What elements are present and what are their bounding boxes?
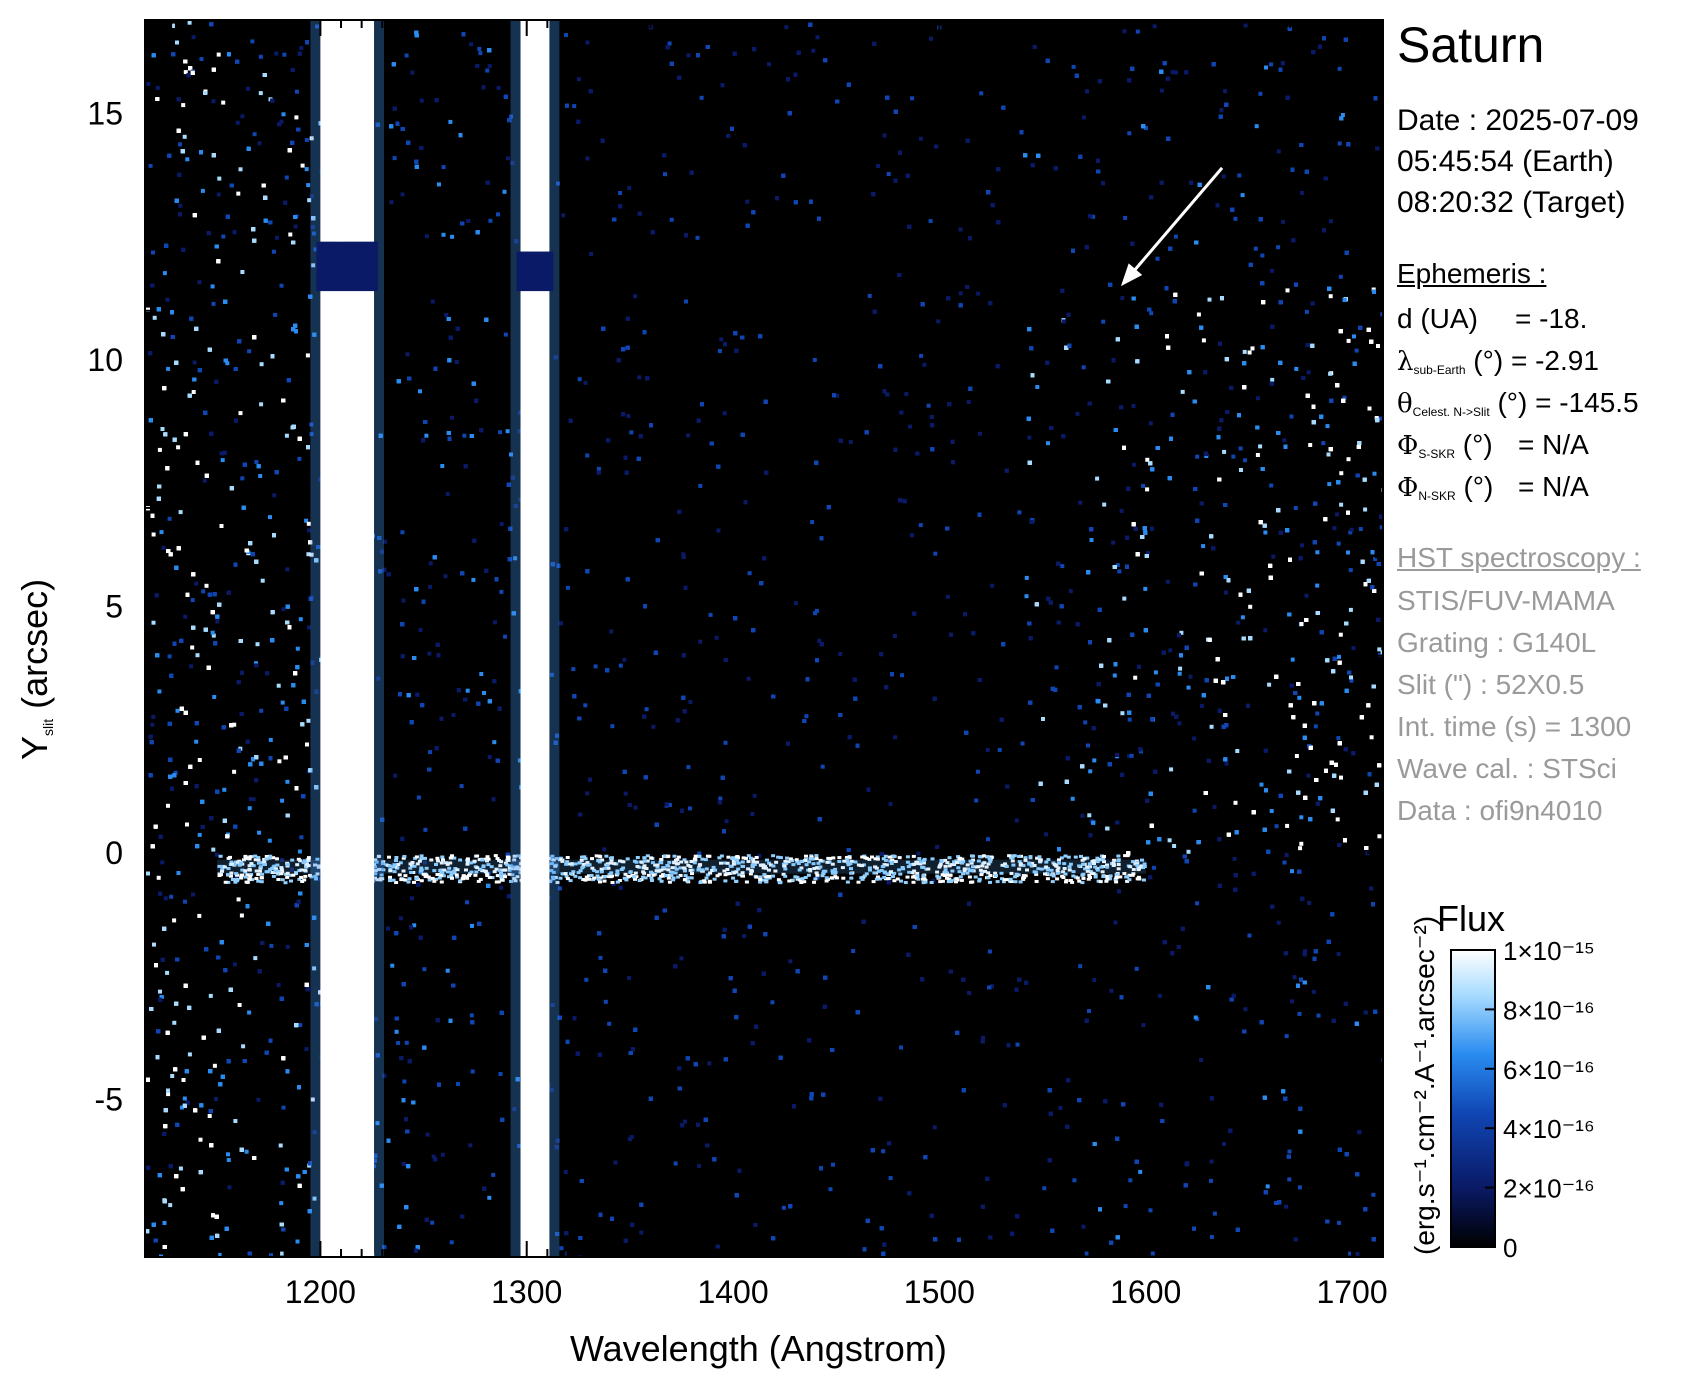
y-tick-label: 0 — [105, 835, 123, 871]
x-tick-label: 1700 — [1316, 1274, 1387, 1310]
target-time: 08:20:32 (Target) — [1397, 186, 1626, 219]
colorbar-tick-label: 0 — [1503, 1233, 1517, 1263]
x-tick-label: 1200 — [285, 1274, 356, 1310]
distance-label: d (UA) — [1397, 303, 1478, 334]
hst-header: HST spectroscopy : — [1397, 542, 1641, 573]
ephemeris-distance: d (UA) = -18. — [1397, 303, 1587, 335]
lambda-value: = -2.91 — [1510, 345, 1599, 376]
colorbar-title: Flux — [1437, 898, 1506, 939]
colorbar-units: (erg.s⁻¹.cm⁻².A⁻¹.arcsec⁻²) — [1409, 915, 1440, 1255]
x-tick-label: 1300 — [491, 1274, 562, 1310]
arrow-head — [1120, 263, 1143, 287]
colorbar-tick-label: 6×10⁻¹⁶ — [1503, 1055, 1595, 1085]
phi-n-sub: N-SKR — [1418, 489, 1456, 503]
phi-s-symbol: Φ — [1397, 431, 1419, 461]
y-axis-label-units: (arcsec) — [14, 578, 55, 709]
slit: Slit (") : 52X0.5 — [1397, 669, 1585, 700]
ephemeris-phi-n: ΦN-SKR (°) = N/A — [1397, 471, 1589, 503]
wave-calibration: Wave cal. : STSci — [1397, 753, 1617, 784]
y-tick-label: 15 — [87, 96, 123, 132]
theta-value: = -145.5 — [1535, 387, 1639, 418]
plot-frame — [144, 19, 1384, 1258]
phi-n-value: = N/A — [1518, 471, 1589, 502]
y-axis-label-sub: slit — [40, 718, 56, 736]
arrow-annotation — [1120, 166, 1224, 287]
lambda-symbol: λ — [1397, 347, 1414, 377]
spectral-features — [217, 20, 1147, 1257]
continuum-trace — [217, 859, 1146, 874]
grating: Grating : G140L — [1397, 627, 1597, 658]
theta-sub: Celest. N->Slit — [1412, 405, 1490, 419]
emission-line-lower — [320, 291, 375, 1257]
colorbar-tick-label: 4×10⁻¹⁶ — [1503, 1114, 1595, 1144]
colorbar-tick-label: 2×10⁻¹⁶ — [1503, 1174, 1595, 1204]
x-axis: 1200 1300 1400 1500 1600 1700 — [154, 20, 1388, 1310]
phi-n-unit: (°) — [1463, 471, 1494, 502]
emission-line-lower — [520, 291, 550, 1257]
ephemeris-header: Ephemeris : — [1397, 258, 1547, 289]
ephemeris-phi-s: ΦS-SKR (°) = N/A — [1397, 429, 1589, 461]
x-tick-label: 1500 — [904, 1274, 975, 1310]
phi-n-symbol: Φ — [1397, 473, 1419, 503]
y-tick-label: 10 — [87, 342, 123, 378]
instrument: STIS/FUV-MAMA — [1397, 585, 1615, 616]
photon-noise — [145, 20, 1383, 1257]
integration-time: Int. time (s) = 1300 — [1397, 711, 1632, 742]
emission-line-gap — [316, 241, 379, 292]
colorbar-tick-label: 1×10⁻¹⁵ — [1503, 936, 1595, 966]
emission-line-gap — [516, 251, 554, 292]
phi-s-unit: (°) — [1462, 429, 1493, 460]
ephemeris-theta: θCelest. N->Slit (°) = -145.5 — [1397, 387, 1639, 419]
colorbar-ticks: 0 2×10⁻¹⁶ 4×10⁻¹⁶ 6×10⁻¹⁶ 8×10⁻¹⁶ 1×10⁻¹⁵ — [1485, 936, 1595, 1263]
colorbar-tick-label: 8×10⁻¹⁶ — [1503, 995, 1595, 1025]
phi-s-value: = N/A — [1518, 429, 1589, 460]
emission-line-upper — [320, 20, 375, 242]
date-line: Date : 2025-07-09 — [1397, 104, 1639, 137]
y-tick-label: -5 — [95, 1081, 123, 1117]
data-id: Data : ofi9n4010 — [1397, 795, 1603, 826]
theta-symbol: θ — [1397, 389, 1413, 419]
emission-line-upper — [520, 20, 550, 252]
y-axis-label: Yslit (arcsec) — [14, 579, 56, 760]
theta-unit: (°) — [1497, 387, 1528, 418]
earth-time: 05:45:54 (Earth) — [1397, 145, 1614, 178]
y-axis: -5 0 5 10 15 — [87, 63, 1383, 1249]
x-tick-label: 1400 — [697, 1274, 768, 1310]
lambda-sub: sub-Earth — [1413, 363, 1466, 377]
y-tick-label: 5 — [105, 588, 123, 624]
chart-title: Saturn — [1397, 17, 1545, 73]
colorbar — [1450, 949, 1496, 1248]
x-tick-label: 1600 — [1110, 1274, 1181, 1310]
y-axis-label-main: Y — [14, 735, 55, 760]
x-axis-label: Wavelength (Angstrom) — [570, 1328, 947, 1369]
phi-s-sub: S-SKR — [1418, 447, 1456, 461]
arrow-shaft — [1128, 166, 1224, 277]
distance-value: = -18. — [1515, 303, 1588, 334]
lambda-unit: (°) — [1473, 345, 1504, 376]
ephemeris-lambda: λsub-Earth (°) = -2.91 — [1397, 345, 1599, 377]
